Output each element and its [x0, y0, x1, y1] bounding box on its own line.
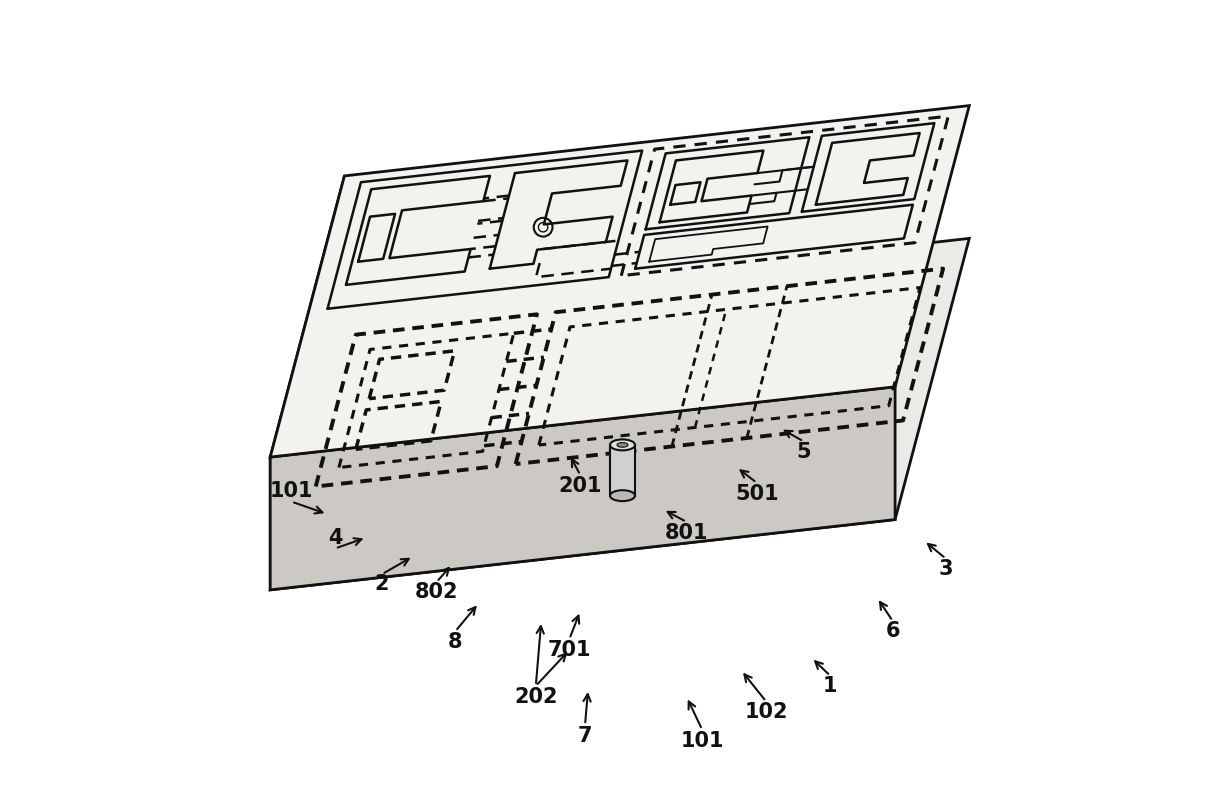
Text: 101: 101: [681, 731, 723, 751]
Text: 801: 801: [665, 523, 709, 543]
Text: 2: 2: [375, 575, 389, 595]
Text: 201: 201: [559, 476, 601, 496]
Text: 102: 102: [744, 702, 788, 723]
Text: 7: 7: [578, 726, 592, 746]
Text: 802: 802: [415, 582, 459, 603]
Polygon shape: [271, 106, 969, 457]
Text: 701: 701: [548, 640, 592, 660]
Ellipse shape: [617, 442, 628, 447]
Text: 6: 6: [886, 621, 900, 642]
Text: 202: 202: [514, 687, 558, 707]
Ellipse shape: [610, 490, 634, 501]
Polygon shape: [271, 387, 895, 590]
Text: 501: 501: [734, 484, 778, 504]
Ellipse shape: [610, 439, 634, 450]
Text: 5: 5: [797, 442, 811, 461]
Polygon shape: [610, 445, 634, 496]
Text: 1: 1: [824, 676, 837, 696]
Text: 3: 3: [938, 559, 953, 579]
Text: 4: 4: [328, 528, 343, 548]
Text: 8: 8: [448, 632, 462, 652]
Polygon shape: [271, 176, 344, 590]
Text: 101: 101: [270, 481, 314, 501]
Polygon shape: [271, 238, 969, 590]
